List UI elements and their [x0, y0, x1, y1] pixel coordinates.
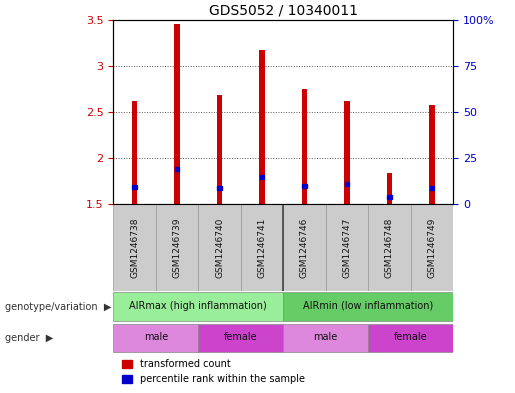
Bar: [302, 184, 307, 188]
Text: GSM1246741: GSM1246741: [258, 217, 266, 278]
Text: male: male: [314, 332, 338, 342]
Bar: [175, 167, 179, 171]
Text: GSM1246740: GSM1246740: [215, 217, 224, 278]
Text: GSM1246746: GSM1246746: [300, 217, 309, 278]
Text: GSM1246739: GSM1246739: [173, 217, 181, 278]
Bar: [302, 89, 307, 204]
Bar: [132, 185, 137, 189]
Bar: [198, 204, 241, 291]
Text: female: female: [224, 332, 258, 342]
Bar: [368, 324, 453, 352]
Bar: [217, 95, 222, 204]
Bar: [325, 204, 368, 291]
Bar: [113, 292, 283, 321]
Bar: [368, 204, 410, 291]
Text: GSM1246747: GSM1246747: [342, 217, 351, 278]
Bar: [283, 204, 325, 291]
Text: gender  ▶: gender ▶: [5, 333, 54, 343]
Text: GSM1246749: GSM1246749: [427, 217, 436, 278]
Text: AIRmax (high inflammation): AIRmax (high inflammation): [129, 301, 267, 311]
Bar: [217, 186, 222, 189]
Bar: [345, 101, 350, 204]
Bar: [260, 50, 265, 204]
Bar: [387, 173, 392, 204]
Text: GSM1246748: GSM1246748: [385, 217, 394, 278]
Bar: [345, 182, 349, 186]
Text: male: male: [144, 332, 168, 342]
Bar: [410, 204, 453, 291]
Bar: [198, 324, 283, 352]
Bar: [156, 204, 198, 291]
Legend: transformed count, percentile rank within the sample: transformed count, percentile rank withi…: [118, 356, 308, 388]
Text: female: female: [394, 332, 427, 342]
Bar: [430, 105, 435, 204]
Bar: [113, 204, 156, 291]
Text: AIRmin (low inflammation): AIRmin (low inflammation): [303, 301, 433, 311]
Text: GSM1246738: GSM1246738: [130, 217, 139, 278]
Bar: [387, 195, 392, 199]
Bar: [283, 324, 368, 352]
Bar: [113, 324, 198, 352]
Bar: [175, 24, 180, 204]
Bar: [283, 292, 453, 321]
Text: genotype/variation  ▶: genotype/variation ▶: [5, 301, 112, 312]
Bar: [241, 204, 283, 291]
Bar: [430, 186, 434, 189]
Bar: [132, 101, 137, 204]
Bar: [260, 175, 264, 178]
Title: GDS5052 / 10340011: GDS5052 / 10340011: [209, 3, 358, 17]
